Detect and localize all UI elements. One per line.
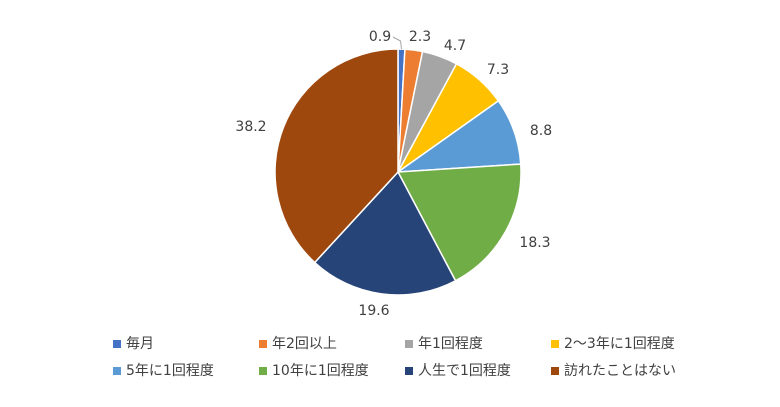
legend-label: 5年に1回程度 xyxy=(126,363,214,379)
legend-swatch xyxy=(551,340,559,348)
data-label: 18.3 xyxy=(519,235,550,251)
leader-lines xyxy=(392,36,402,50)
data-label: 7.3 xyxy=(487,62,509,78)
legend-swatch xyxy=(259,340,267,348)
legend-item: 2〜3年に1回程度 xyxy=(551,336,675,352)
legend-swatch xyxy=(405,340,413,348)
data-labels: 0.9 2.3 4.7 7.3 8.8 18.3 19.6 38.2 xyxy=(235,29,552,319)
data-label: 19.6 xyxy=(358,303,389,319)
legend-label: 年1回程度 xyxy=(418,336,483,352)
legend-item: 訪れたことはない xyxy=(551,363,676,379)
legend-label: 10年に1回程度 xyxy=(272,363,369,379)
legend-label: 訪れたことはない xyxy=(564,363,676,379)
pie-slice xyxy=(396,163,522,282)
legend-item: 10年に1回程度 xyxy=(259,363,369,379)
legend-label: 2〜3年に1回程度 xyxy=(564,336,675,352)
legend-item: 年1回程度 xyxy=(405,336,483,352)
legend: 毎月 年2回以上 年1回程度 2〜3年に1回程度 5年に1回程度 10年に1回程度 人生で1… xyxy=(113,336,676,379)
pie-slice xyxy=(313,170,457,296)
data-label: 8.8 xyxy=(530,123,552,139)
data-label: 38.2 xyxy=(235,119,266,135)
legend-label: 毎月 xyxy=(126,336,154,352)
data-label: 4.7 xyxy=(444,38,466,54)
legend-label: 人生で1回程度 xyxy=(418,363,511,379)
data-label: 2.3 xyxy=(409,29,431,45)
data-label: 0.9 xyxy=(369,29,391,45)
legend-item: 5年に1回程度 xyxy=(113,363,214,379)
legend-swatch xyxy=(259,367,267,375)
legend-swatch xyxy=(551,367,559,375)
legend-label: 年2回以上 xyxy=(272,336,337,352)
legend-swatch xyxy=(405,367,413,375)
legend-item: 毎月 xyxy=(113,336,154,352)
legend-item: 人生で1回程度 xyxy=(405,363,511,379)
legend-item: 年2回以上 xyxy=(259,336,337,352)
pie-slice xyxy=(274,48,399,264)
legend-swatch xyxy=(113,340,121,348)
pie-slices xyxy=(274,48,522,296)
leader-line xyxy=(392,36,402,50)
legend-swatch xyxy=(113,367,121,375)
